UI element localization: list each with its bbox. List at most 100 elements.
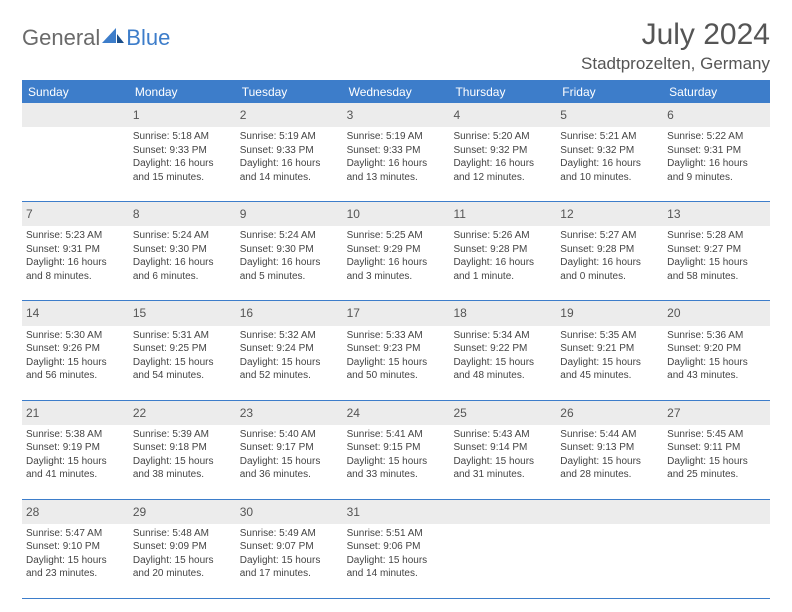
sunrise-line: Sunrise: 5:25 AM <box>347 229 446 243</box>
calendar: SundayMondayTuesdayWednesdayThursdayFrid… <box>22 80 770 599</box>
daylight-line: Daylight: 15 hours and 58 minutes. <box>667 256 766 283</box>
sunset-line: Sunset: 9:18 PM <box>133 441 232 455</box>
day-number: 22 <box>133 403 232 423</box>
day-cell: Sunrise: 5:41 AMSunset: 9:15 PMDaylight:… <box>343 425 450 499</box>
week-row: Sunrise: 5:23 AMSunset: 9:31 PMDaylight:… <box>22 226 770 301</box>
day-cell: Sunrise: 5:48 AMSunset: 9:09 PMDaylight:… <box>129 524 236 598</box>
day-cell: Sunrise: 5:43 AMSunset: 9:14 PMDaylight:… <box>449 425 556 499</box>
sunrise-line: Sunrise: 5:49 AM <box>240 527 339 541</box>
daynum-cell: 24 <box>343 401 450 425</box>
sunset-line: Sunset: 9:15 PM <box>347 441 446 455</box>
day-cell: Sunrise: 5:24 AMSunset: 9:30 PMDaylight:… <box>129 226 236 300</box>
daylight-line: Daylight: 16 hours and 1 minute. <box>453 256 552 283</box>
sunset-line: Sunset: 9:33 PM <box>133 144 232 158</box>
daynum-cell: 22 <box>129 401 236 425</box>
week-daynum-row: 14151617181920 <box>22 301 770 325</box>
sunset-line: Sunset: 9:19 PM <box>26 441 125 455</box>
dow-sunday: Sunday <box>22 80 129 103</box>
week-daynum-row: 78910111213 <box>22 202 770 226</box>
daynum-cell: 18 <box>449 301 556 325</box>
sunset-line: Sunset: 9:07 PM <box>240 540 339 554</box>
sunrise-line: Sunrise: 5:40 AM <box>240 428 339 442</box>
daynum-cell: 29 <box>129 500 236 524</box>
daylight-line: Daylight: 16 hours and 15 minutes. <box>133 157 232 184</box>
day-cell: Sunrise: 5:19 AMSunset: 9:33 PMDaylight:… <box>236 127 343 201</box>
sunrise-line: Sunrise: 5:18 AM <box>133 130 232 144</box>
sunrise-line: Sunrise: 5:38 AM <box>26 428 125 442</box>
dow-thursday: Thursday <box>449 80 556 103</box>
daynum-cell: 28 <box>22 500 129 524</box>
sunrise-line: Sunrise: 5:43 AM <box>453 428 552 442</box>
day-cell: Sunrise: 5:38 AMSunset: 9:19 PMDaylight:… <box>22 425 129 499</box>
sunrise-line: Sunrise: 5:33 AM <box>347 329 446 343</box>
daynum-cell: 23 <box>236 401 343 425</box>
day-number: 26 <box>560 403 659 423</box>
week-row: Sunrise: 5:38 AMSunset: 9:19 PMDaylight:… <box>22 425 770 500</box>
month-title: July 2024 <box>581 18 770 52</box>
day-cell: Sunrise: 5:18 AMSunset: 9:33 PMDaylight:… <box>129 127 236 201</box>
day-number: 3 <box>347 105 446 125</box>
sunrise-line: Sunrise: 5:32 AM <box>240 329 339 343</box>
sunrise-line: Sunrise: 5:51 AM <box>347 527 446 541</box>
daylight-line: Daylight: 15 hours and 25 minutes. <box>667 455 766 482</box>
daynum-cell: 2 <box>236 103 343 127</box>
day-cell: Sunrise: 5:31 AMSunset: 9:25 PMDaylight:… <box>129 326 236 400</box>
daylight-line: Daylight: 15 hours and 56 minutes. <box>26 356 125 383</box>
day-number: 12 <box>560 204 659 224</box>
sunrise-line: Sunrise: 5:48 AM <box>133 527 232 541</box>
sunrise-line: Sunrise: 5:39 AM <box>133 428 232 442</box>
sunrise-line: Sunrise: 5:31 AM <box>133 329 232 343</box>
day-cell: Sunrise: 5:44 AMSunset: 9:13 PMDaylight:… <box>556 425 663 499</box>
sunrise-line: Sunrise: 5:19 AM <box>347 130 446 144</box>
week-daynum-row: 28293031 <box>22 500 770 524</box>
daynum-cell: 15 <box>129 301 236 325</box>
dow-tuesday: Tuesday <box>236 80 343 103</box>
sunrise-line: Sunrise: 5:24 AM <box>133 229 232 243</box>
logo-text-blue: Blue <box>126 25 170 51</box>
day-number <box>560 502 659 506</box>
daynum-cell <box>663 500 770 524</box>
daylight-line: Daylight: 15 hours and 38 minutes. <box>133 455 232 482</box>
sunrise-line: Sunrise: 5:44 AM <box>560 428 659 442</box>
daylight-line: Daylight: 15 hours and 45 minutes. <box>560 356 659 383</box>
daylight-line: Daylight: 16 hours and 14 minutes. <box>240 157 339 184</box>
sunset-line: Sunset: 9:29 PM <box>347 243 446 257</box>
calendar-body: 123456Sunrise: 5:18 AMSunset: 9:33 PMDay… <box>22 103 770 599</box>
day-cell: Sunrise: 5:30 AMSunset: 9:26 PMDaylight:… <box>22 326 129 400</box>
day-cell: Sunrise: 5:40 AMSunset: 9:17 PMDaylight:… <box>236 425 343 499</box>
day-number: 30 <box>240 502 339 522</box>
sunset-line: Sunset: 9:31 PM <box>26 243 125 257</box>
daylight-line: Daylight: 15 hours and 48 minutes. <box>453 356 552 383</box>
daynum-cell <box>22 103 129 127</box>
sunrise-line: Sunrise: 5:41 AM <box>347 428 446 442</box>
daylight-line: Daylight: 15 hours and 41 minutes. <box>26 455 125 482</box>
sunrise-line: Sunrise: 5:26 AM <box>453 229 552 243</box>
sunrise-line: Sunrise: 5:27 AM <box>560 229 659 243</box>
daylight-line: Daylight: 15 hours and 23 minutes. <box>26 554 125 581</box>
day-number: 4 <box>453 105 552 125</box>
day-cell: Sunrise: 5:45 AMSunset: 9:11 PMDaylight:… <box>663 425 770 499</box>
day-number <box>453 502 552 506</box>
day-cell: Sunrise: 5:25 AMSunset: 9:29 PMDaylight:… <box>343 226 450 300</box>
day-number: 14 <box>26 303 125 323</box>
daynum-cell: 7 <box>22 202 129 226</box>
day-number: 28 <box>26 502 125 522</box>
day-number: 5 <box>560 105 659 125</box>
day-number <box>667 502 766 506</box>
daylight-line: Daylight: 15 hours and 52 minutes. <box>240 356 339 383</box>
day-cell <box>556 524 663 598</box>
daylight-line: Daylight: 15 hours and 33 minutes. <box>347 455 446 482</box>
day-number: 18 <box>453 303 552 323</box>
daynum-cell: 5 <box>556 103 663 127</box>
logo-text-general: General <box>22 25 100 51</box>
daynum-cell: 31 <box>343 500 450 524</box>
day-cell <box>22 127 129 201</box>
day-cell: Sunrise: 5:49 AMSunset: 9:07 PMDaylight:… <box>236 524 343 598</box>
daylight-line: Daylight: 16 hours and 10 minutes. <box>560 157 659 184</box>
daylight-line: Daylight: 15 hours and 31 minutes. <box>453 455 552 482</box>
daynum-cell: 8 <box>129 202 236 226</box>
sunset-line: Sunset: 9:30 PM <box>240 243 339 257</box>
day-cell <box>449 524 556 598</box>
day-number: 13 <box>667 204 766 224</box>
day-cell: Sunrise: 5:22 AMSunset: 9:31 PMDaylight:… <box>663 127 770 201</box>
